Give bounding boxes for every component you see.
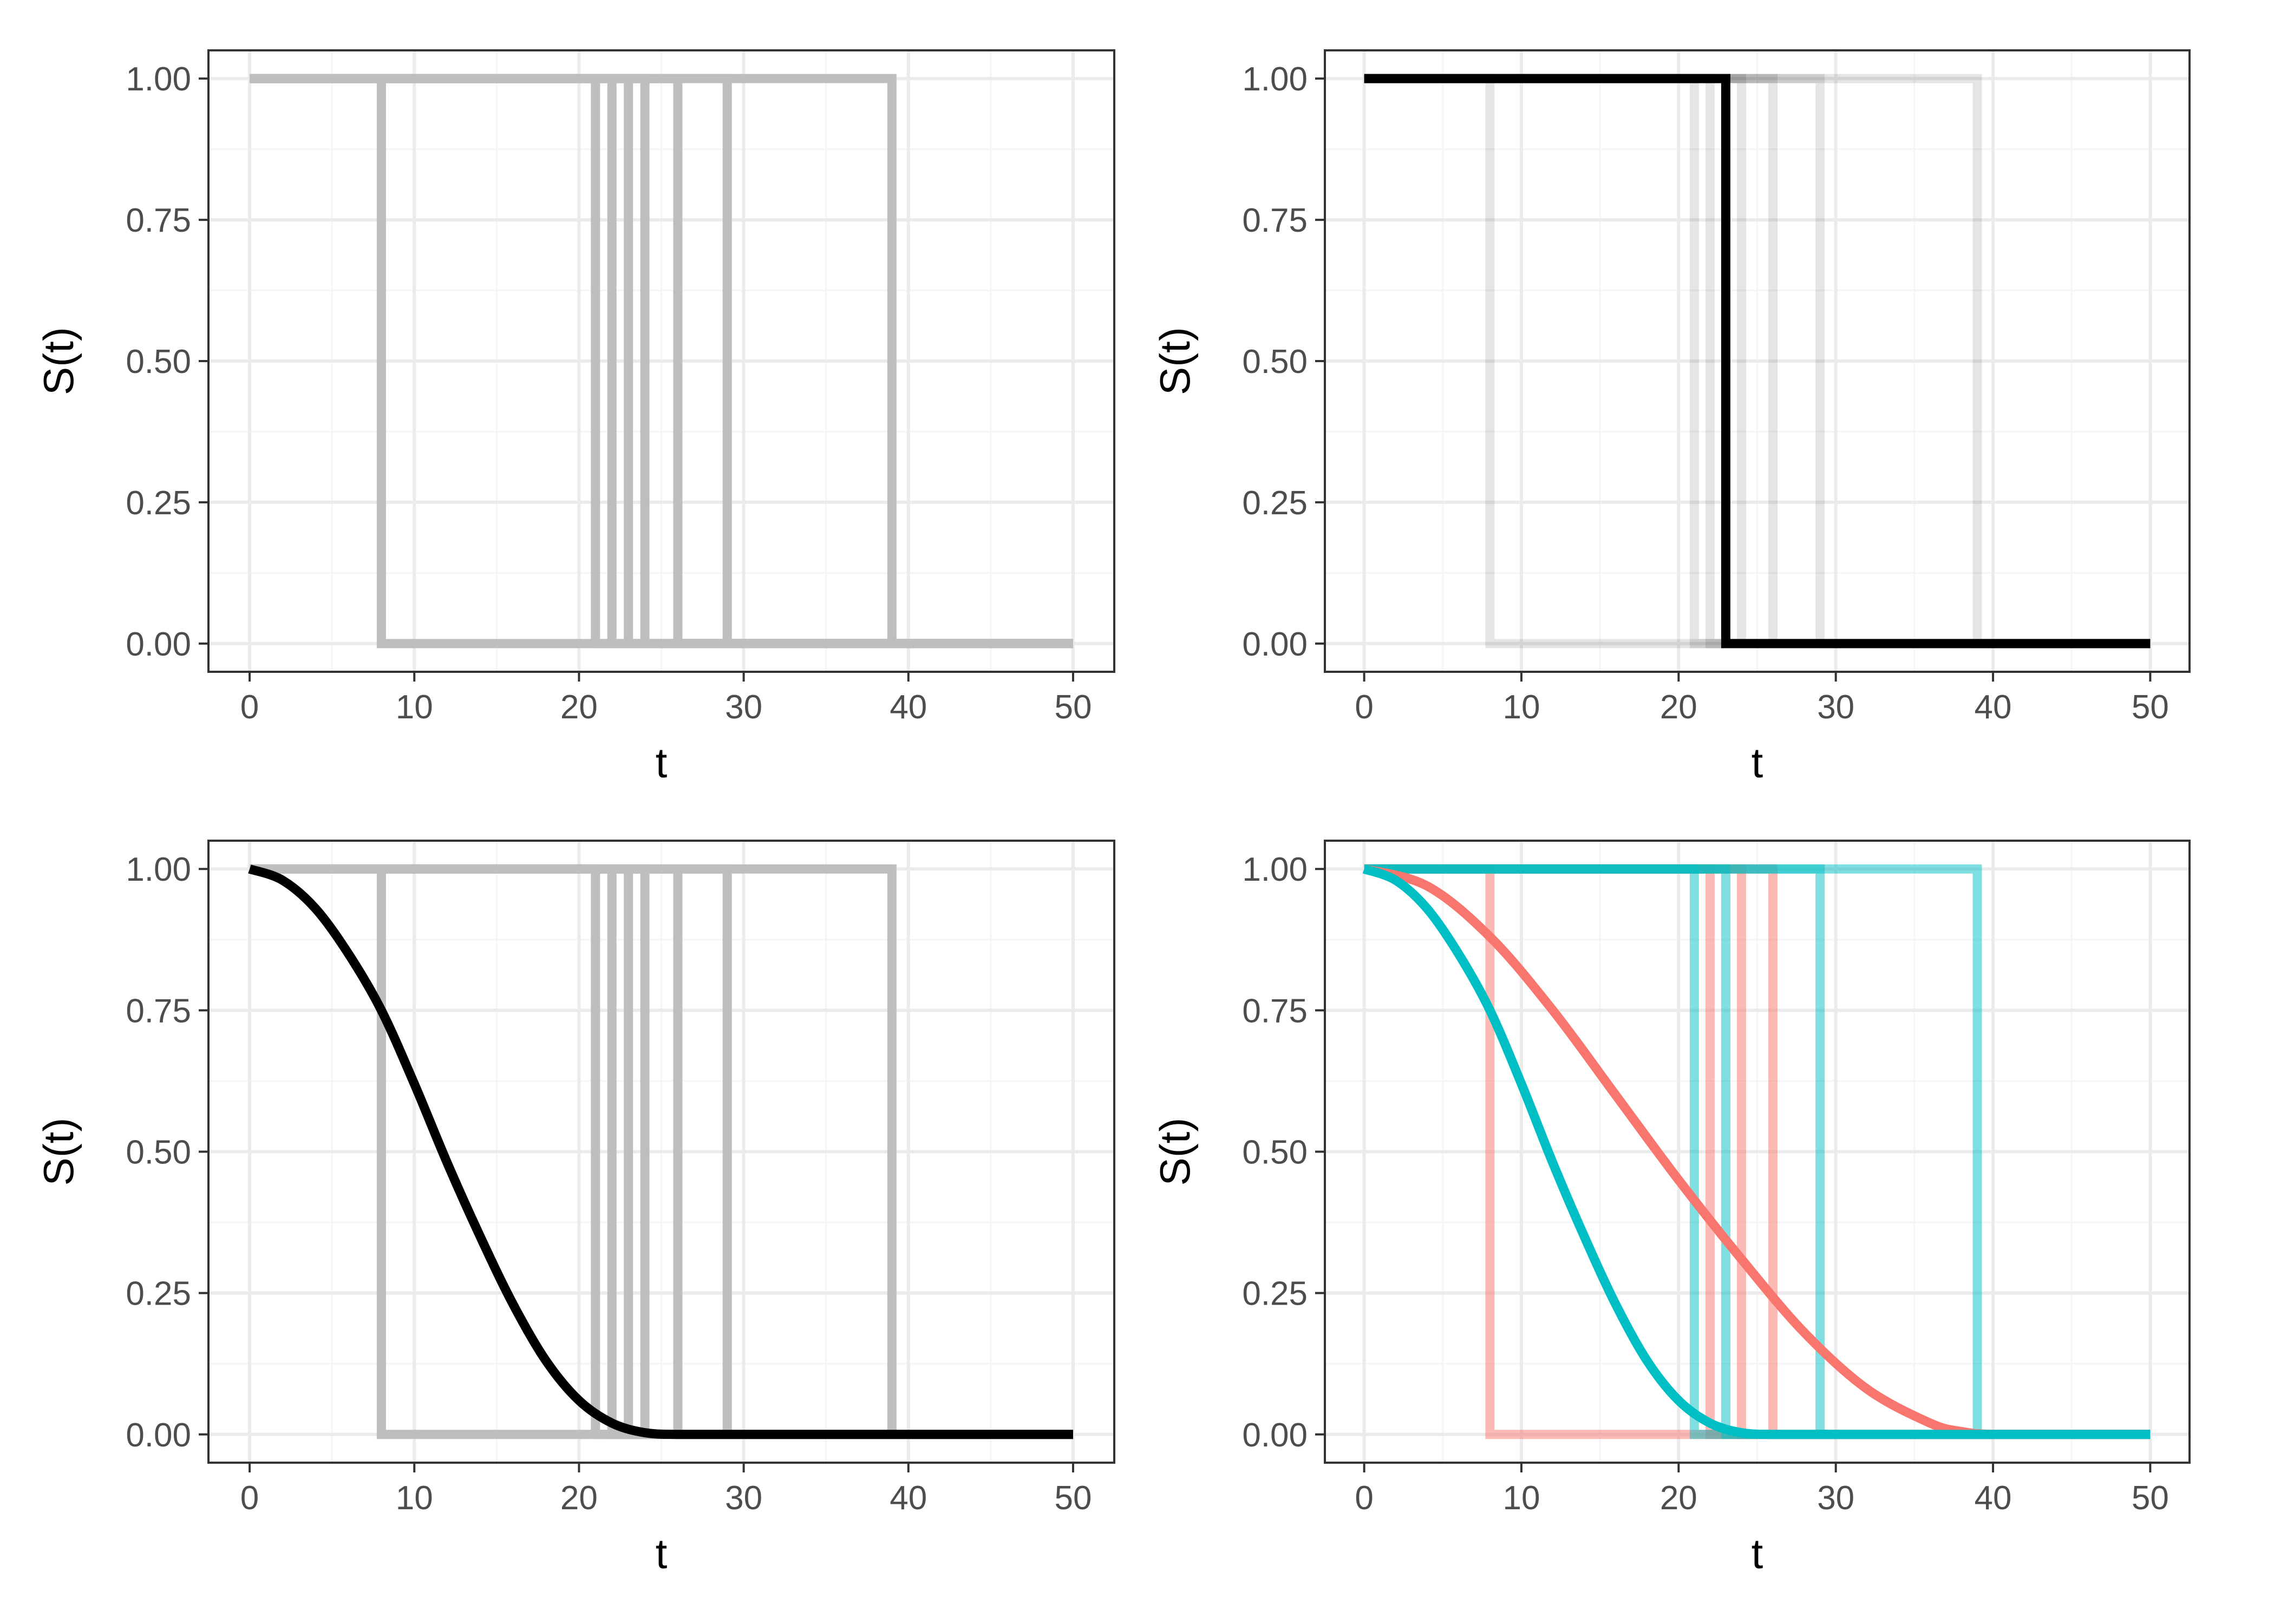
grid bbox=[1325, 50, 2190, 672]
x-tick-label: 40 bbox=[1975, 1479, 2012, 1517]
y-axis-title: S(t) bbox=[1151, 1118, 1199, 1186]
y-tick-label: 0.50 bbox=[1242, 1134, 1308, 1171]
x-tick-label: 30 bbox=[1817, 689, 1854, 726]
y-axis: 0.00 0.25 0.50 0.75 1.00 bbox=[126, 851, 208, 1454]
x-tick-label: 10 bbox=[1502, 689, 1540, 726]
grid bbox=[1325, 841, 2190, 1463]
survival-curve-9 bbox=[1362, 865, 2151, 1439]
x-tick-label: 20 bbox=[560, 1479, 598, 1517]
y-tick-label: 0.75 bbox=[1242, 992, 1308, 1030]
step-line-7 bbox=[1364, 74, 2151, 649]
x-tick-label: 10 bbox=[396, 689, 433, 726]
y-axis: 0.00 0.25 0.50 0.75 1.00 bbox=[1242, 851, 1325, 1454]
y-tick-label: 0.50 bbox=[126, 343, 191, 381]
y-axis: 0.00 0.25 0.50 0.75 1.00 bbox=[1242, 61, 1325, 663]
x-tick-label: 50 bbox=[2132, 1479, 2169, 1517]
panel-bottom-left: 0.00 0.25 0.50 0.75 1.00 0 10 20 30 40 50 t S(t) bbox=[35, 840, 1115, 1577]
y-axis-title: S(t) bbox=[35, 1118, 82, 1186]
panel-top-right: 0.00 0.25 0.50 0.75 1.00 0 10 20 30 40 50 t S(t) bbox=[1151, 49, 2191, 787]
y-axis: 0.00 0.25 0.50 0.75 1.00 bbox=[126, 61, 208, 663]
x-tick-label: 0 bbox=[240, 1479, 259, 1517]
x-axis-title: t bbox=[656, 739, 668, 787]
y-tick-label: 1.00 bbox=[1242, 61, 1308, 98]
grid bbox=[208, 50, 1114, 672]
y-tick-label: 0.75 bbox=[126, 992, 191, 1030]
x-tick-label: 20 bbox=[1660, 1479, 1697, 1517]
x-axis-title: t bbox=[1752, 1530, 1763, 1577]
x-tick-label: 50 bbox=[1054, 689, 1092, 726]
x-tick-label: 0 bbox=[1355, 1479, 1373, 1517]
x-axis-title: t bbox=[1752, 739, 1763, 787]
y-tick-label: 0.25 bbox=[1242, 484, 1308, 522]
x-tick-label: 50 bbox=[2132, 689, 2169, 726]
y-tick-label: 0.25 bbox=[126, 484, 191, 522]
x-tick-label: 30 bbox=[725, 689, 762, 726]
x-tick-label: 40 bbox=[890, 689, 927, 726]
y-tick-label: 0.25 bbox=[1242, 1275, 1308, 1313]
x-tick-label: 50 bbox=[1054, 1479, 1092, 1517]
series-layer bbox=[250, 74, 1073, 649]
x-tick-label: 30 bbox=[725, 1479, 762, 1517]
y-tick-label: 1.00 bbox=[126, 61, 191, 98]
series-layer bbox=[1362, 864, 2151, 1439]
y-axis-title: S(t) bbox=[1151, 327, 1199, 395]
x-tick-label: 0 bbox=[240, 689, 259, 726]
x-axis: 0 10 20 30 40 50 bbox=[240, 672, 1092, 726]
y-tick-label: 0.75 bbox=[126, 202, 191, 239]
y-axis-title: S(t) bbox=[35, 327, 82, 395]
y-tick-label: 0.75 bbox=[1242, 202, 1308, 239]
x-tick-label: 40 bbox=[1975, 689, 2012, 726]
x-axis: 0 10 20 30 40 50 bbox=[1355, 672, 2169, 726]
x-tick-label: 40 bbox=[890, 1479, 927, 1517]
y-tick-label: 0.50 bbox=[126, 1134, 191, 1171]
panel-top-left: 0.00 0.25 0.50 0.75 1.00 0 10 20 30 40 50 t S(t) bbox=[35, 49, 1115, 787]
y-tick-label: 0.50 bbox=[1242, 343, 1308, 381]
step-line-7 bbox=[250, 74, 1073, 649]
y-tick-label: 1.00 bbox=[1242, 851, 1308, 888]
series-layer bbox=[1364, 74, 2151, 649]
y-tick-label: 0.25 bbox=[126, 1275, 191, 1313]
x-axis: 0 10 20 30 40 50 bbox=[240, 1463, 1092, 1517]
x-tick-label: 10 bbox=[1502, 1479, 1540, 1517]
x-axis-title: t bbox=[656, 1530, 668, 1577]
survival-curve-8 bbox=[248, 865, 1073, 1439]
y-tick-label: 1.00 bbox=[126, 851, 191, 888]
panel-bottom-right: 0.00 0.25 0.50 0.75 1.00 0 10 20 30 40 50 t S(t) bbox=[1151, 840, 2191, 1577]
y-tick-label: 0.00 bbox=[126, 626, 191, 663]
x-tick-label: 20 bbox=[1660, 689, 1697, 726]
y-tick-label: 0.00 bbox=[1242, 1417, 1308, 1454]
y-tick-label: 0.00 bbox=[126, 1417, 191, 1454]
series-layer bbox=[248, 864, 1073, 1439]
x-tick-label: 30 bbox=[1817, 1479, 1854, 1517]
x-tick-label: 10 bbox=[396, 1479, 433, 1517]
x-tick-label: 0 bbox=[1355, 689, 1373, 726]
x-tick-label: 20 bbox=[560, 689, 598, 726]
y-tick-label: 0.00 bbox=[1242, 626, 1308, 663]
x-axis: 0 10 20 30 40 50 bbox=[1355, 1463, 2169, 1517]
